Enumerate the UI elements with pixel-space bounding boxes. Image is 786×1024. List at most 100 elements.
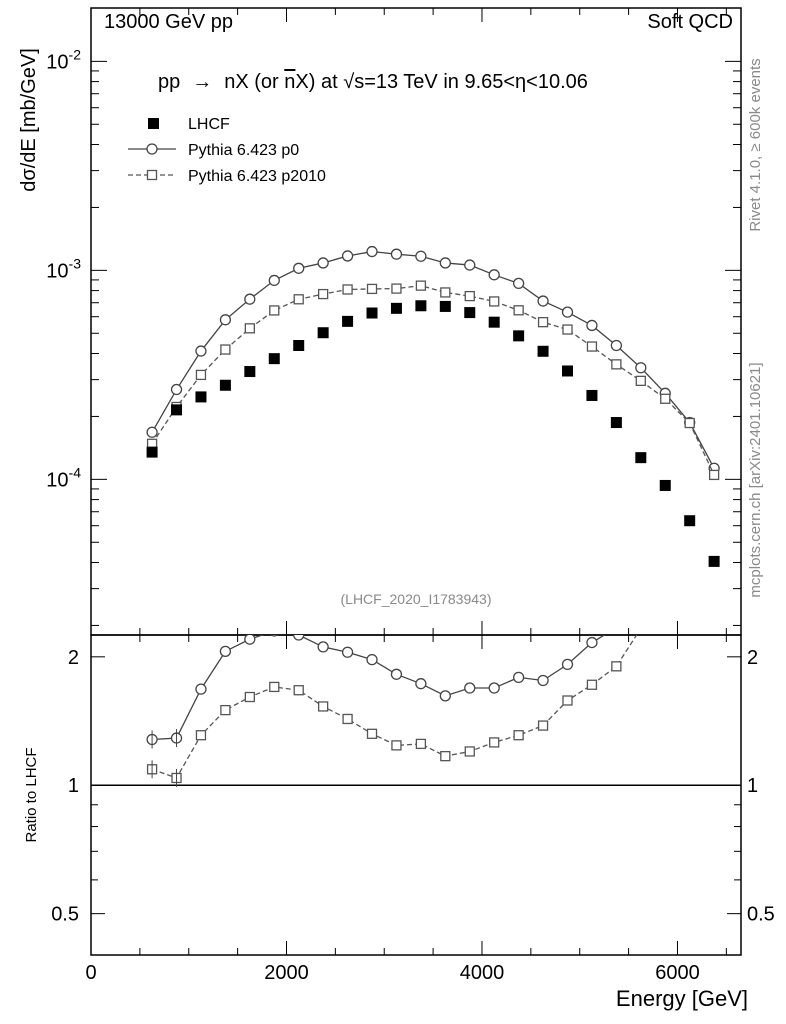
main-lhcf-point: [146, 446, 158, 458]
main-p0-point: [561, 306, 574, 318]
ratio-p0-point: [293, 635, 305, 641]
main-lhcf-point: [366, 307, 378, 319]
legend-marker-lhcf: [148, 118, 159, 129]
ratio-p0-point: [660, 591, 670, 601]
legend-label-p0: Pythia 6.423 p0: [188, 142, 299, 159]
main-p2010-point: [220, 344, 231, 355]
main-lhcf-point: [684, 515, 696, 527]
main-p0-point: [439, 257, 451, 269]
ratio-p0-point: [709, 589, 719, 599]
ratio-p2010-point: [415, 738, 427, 750]
main-p0-point: [635, 362, 647, 374]
ratio-p0-point: [270, 635, 279, 637]
main-p2010-point: [269, 305, 280, 316]
ratio-p2010-point: [440, 751, 451, 762]
ratio-p0-point: [390, 668, 403, 680]
header-left: 13000 GeV pp: [104, 11, 233, 33]
main-lhcf-point: [415, 300, 427, 312]
ratio-p2010-point: [586, 679, 598, 690]
main-p0-point: [317, 257, 329, 269]
ratio-axis-ticks: 0 2000 4000 6000 2 2 1 1 0.5 0.5: [51, 635, 775, 984]
ratio-p0-point: [586, 636, 598, 649]
main-p0-point: [170, 383, 183, 396]
ratio-x-tick-label: 2000: [264, 962, 309, 984]
ratio-p0-point: [341, 646, 354, 658]
main-p0-point: [195, 345, 207, 357]
main-p0-point: [390, 248, 403, 260]
main-ylabel: dσ/dE [mb/GeV]: [18, 48, 40, 192]
main-p2010-point: [611, 359, 622, 370]
main-plot-frame: [90, 7, 742, 636]
ratio-p0-point: [317, 641, 329, 653]
ratio-p0-point: [488, 682, 500, 694]
main-lhcf-point: [342, 315, 354, 327]
main-p2010-point: [586, 341, 598, 352]
ratio-p2010-point: [391, 740, 402, 751]
main-lhcf-point: [268, 353, 280, 365]
analysis-watermark: (LHCF_2020_I1783943): [341, 591, 492, 607]
ratio-p2010-line: [151, 635, 638, 779]
main-lhcf-point: [464, 307, 476, 319]
ratio-p2010-point: [661, 604, 670, 613]
main-p0-point: [293, 262, 305, 274]
main-p2010-point: [366, 283, 378, 295]
main-axis-ticks: 10-2 10-3 10-4: [46, 8, 741, 635]
legend-label-p2010: Pythia 6.423 p2010: [188, 168, 326, 185]
main-p0-point: [512, 277, 525, 290]
main-lhcf-point: [195, 391, 207, 403]
ratio-x-tick-label: 4000: [460, 962, 505, 984]
main-p0-point: [415, 250, 427, 262]
ratio-y-tick-label: 0.5: [51, 904, 79, 926]
mcplots-label: mcplots.cern.ch [arXiv:2401.10621]: [747, 362, 764, 597]
main-p2010-point: [391, 283, 402, 294]
main-p0-point: [537, 295, 549, 307]
x-axis-title: Energy [GeV]: [616, 986, 748, 1011]
main-lhcf-point: [708, 555, 720, 567]
main-series: [146, 245, 720, 567]
ratio-y-tick-label: 1: [68, 775, 79, 797]
ratio-p2010-point: [269, 681, 280, 693]
ratio-p0-line: [152, 635, 606, 741]
main-p2010-line: [151, 284, 715, 476]
legend-marker-p0: [146, 143, 158, 155]
main-lhcf-point: [659, 479, 671, 491]
ratio-p0-point: [366, 653, 378, 666]
ratio-p2010-point: [537, 720, 549, 731]
main-lhcf-point: [293, 339, 305, 351]
ratio-p0-point: [439, 690, 451, 702]
main-p2010-point: [708, 469, 720, 481]
main-p0-point: [366, 245, 378, 258]
main-p0-line: [151, 250, 715, 469]
ratio-p2010-point: [244, 691, 255, 703]
main-p0-point: [464, 259, 476, 271]
ratio-p2010-point: [464, 746, 475, 757]
main-lhcf-point: [586, 389, 598, 401]
ratio-x-tick-label: 0: [85, 962, 96, 984]
main-p2010-point: [317, 288, 329, 300]
main-p0-point: [244, 293, 256, 305]
ratio-y-tick-label: 2: [68, 647, 79, 669]
ratio-series: [146, 589, 719, 787]
ratio-p2010-point: [562, 695, 573, 706]
main-p2010-point: [342, 284, 353, 295]
main-p2010-point: [195, 369, 207, 381]
main-lhcf-point: [317, 327, 329, 339]
ratio-y-tick-label-right: 1: [747, 775, 758, 797]
ratio-p2010-point: [366, 728, 378, 739]
main-p2010-point: [489, 296, 500, 307]
main-p0-point: [610, 339, 623, 352]
legend-label-lhcf: LHCF: [188, 116, 230, 133]
rivet-label: Rivet 4.1.0, ≥ 600k events: [747, 58, 764, 231]
main-lhcf-point: [488, 316, 500, 328]
main-p2010-point: [513, 305, 524, 316]
ratio-p2010-point: [611, 661, 622, 672]
ratio-p0-point: [611, 623, 621, 633]
ratio-y-tick-label-right: 0.5: [747, 904, 775, 926]
ratio-p0-point: [512, 671, 525, 684]
ratio-p2010-point: [293, 685, 304, 696]
main-p0-point: [341, 250, 354, 262]
ratio-p2010-point: [636, 624, 645, 633]
main-lhcf-point: [513, 330, 525, 342]
ratio-p0-point: [195, 683, 207, 695]
